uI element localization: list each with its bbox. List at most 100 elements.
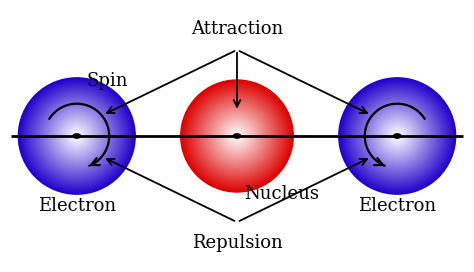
Ellipse shape — [208, 107, 266, 165]
Ellipse shape — [347, 86, 447, 186]
Ellipse shape — [18, 78, 135, 194]
Ellipse shape — [365, 104, 429, 168]
Ellipse shape — [58, 118, 95, 154]
Ellipse shape — [382, 120, 413, 152]
Ellipse shape — [384, 123, 410, 149]
Ellipse shape — [201, 100, 273, 172]
Ellipse shape — [235, 134, 239, 138]
Ellipse shape — [29, 88, 125, 184]
Ellipse shape — [62, 122, 91, 150]
Ellipse shape — [76, 135, 78, 137]
Ellipse shape — [67, 126, 87, 146]
Ellipse shape — [343, 82, 452, 190]
Ellipse shape — [42, 101, 112, 171]
Ellipse shape — [61, 120, 92, 152]
Ellipse shape — [214, 113, 260, 159]
Ellipse shape — [193, 92, 281, 180]
Ellipse shape — [349, 88, 445, 184]
Ellipse shape — [43, 102, 111, 170]
Ellipse shape — [189, 88, 285, 184]
Ellipse shape — [39, 98, 115, 174]
Ellipse shape — [392, 130, 403, 142]
Ellipse shape — [64, 123, 90, 149]
Ellipse shape — [228, 128, 246, 144]
Ellipse shape — [41, 100, 113, 172]
Ellipse shape — [219, 118, 255, 154]
Ellipse shape — [190, 89, 284, 183]
Ellipse shape — [71, 130, 82, 142]
Ellipse shape — [386, 125, 408, 147]
Ellipse shape — [45, 104, 109, 168]
Ellipse shape — [65, 124, 89, 148]
Ellipse shape — [54, 113, 100, 159]
Ellipse shape — [19, 79, 134, 193]
Ellipse shape — [22, 82, 131, 190]
Ellipse shape — [46, 106, 107, 166]
Ellipse shape — [44, 103, 110, 169]
Ellipse shape — [354, 92, 441, 180]
Ellipse shape — [182, 81, 292, 191]
Ellipse shape — [209, 108, 265, 164]
Ellipse shape — [182, 82, 292, 190]
Ellipse shape — [30, 89, 124, 183]
Ellipse shape — [192, 91, 282, 181]
Ellipse shape — [395, 134, 399, 138]
Ellipse shape — [366, 105, 428, 167]
Ellipse shape — [55, 114, 99, 158]
Text: Attraction: Attraction — [191, 20, 283, 38]
Ellipse shape — [364, 103, 430, 169]
Ellipse shape — [70, 129, 83, 143]
Ellipse shape — [351, 91, 443, 181]
Ellipse shape — [217, 116, 257, 156]
Ellipse shape — [369, 108, 426, 164]
Ellipse shape — [396, 135, 398, 137]
Ellipse shape — [226, 125, 248, 147]
Ellipse shape — [25, 85, 128, 187]
Ellipse shape — [227, 126, 247, 146]
Ellipse shape — [36, 95, 118, 177]
Ellipse shape — [46, 105, 108, 167]
Ellipse shape — [73, 132, 81, 140]
Ellipse shape — [75, 134, 79, 138]
Ellipse shape — [184, 84, 290, 188]
Ellipse shape — [234, 133, 240, 139]
Ellipse shape — [345, 84, 450, 188]
Ellipse shape — [221, 120, 253, 152]
Ellipse shape — [196, 95, 278, 177]
Ellipse shape — [348, 88, 446, 184]
Ellipse shape — [374, 113, 420, 159]
Ellipse shape — [378, 117, 417, 155]
Ellipse shape — [55, 115, 98, 157]
Ellipse shape — [47, 107, 106, 165]
Ellipse shape — [181, 80, 293, 192]
Ellipse shape — [370, 109, 425, 163]
Text: Electron: Electron — [358, 197, 436, 215]
Ellipse shape — [27, 86, 127, 186]
Ellipse shape — [188, 88, 286, 184]
Ellipse shape — [212, 111, 262, 161]
Ellipse shape — [207, 106, 267, 166]
Ellipse shape — [20, 80, 133, 192]
Text: Repulsion: Repulsion — [191, 234, 283, 252]
Ellipse shape — [34, 93, 119, 179]
Ellipse shape — [228, 127, 246, 145]
Ellipse shape — [394, 133, 400, 139]
Ellipse shape — [353, 91, 442, 181]
Ellipse shape — [185, 85, 289, 187]
Ellipse shape — [383, 122, 412, 150]
Ellipse shape — [200, 99, 274, 173]
Ellipse shape — [213, 112, 261, 160]
Ellipse shape — [28, 88, 126, 184]
Ellipse shape — [31, 91, 123, 181]
Ellipse shape — [233, 132, 241, 140]
Ellipse shape — [53, 112, 101, 160]
Circle shape — [233, 134, 241, 138]
Ellipse shape — [350, 89, 444, 183]
Ellipse shape — [383, 122, 411, 150]
Ellipse shape — [357, 96, 437, 176]
Ellipse shape — [74, 133, 80, 139]
Ellipse shape — [216, 116, 258, 156]
Ellipse shape — [356, 94, 439, 178]
Ellipse shape — [215, 114, 259, 158]
Ellipse shape — [371, 110, 423, 162]
